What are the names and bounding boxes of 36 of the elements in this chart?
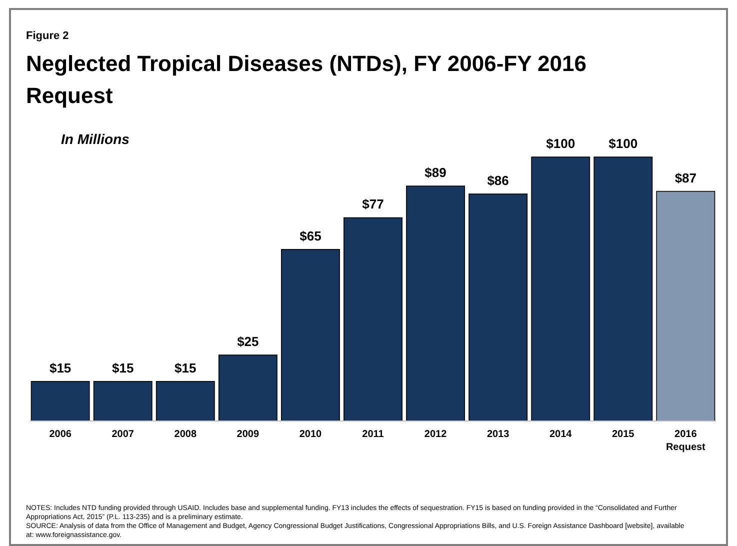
data-label: $15 (112, 360, 134, 376)
x-tick-label: 2014 (549, 429, 572, 440)
bar (344, 217, 402, 422)
data-label: $65 (300, 228, 322, 244)
bar (218, 354, 278, 422)
data-label: $100 (546, 136, 576, 151)
bar (30, 381, 90, 422)
bar (280, 249, 340, 422)
x-tick-label: 2006 (49, 429, 72, 440)
bar (594, 156, 653, 422)
x-tick-label: 2015 (612, 429, 635, 440)
data-label: $25 (237, 334, 259, 349)
data-label: $100 (608, 136, 638, 151)
chart-subtitle: Figure 2 (26, 30, 69, 42)
bar (156, 381, 215, 422)
x-tick-label: 2016 Request (666, 429, 706, 453)
bar (406, 186, 466, 422)
bar (531, 156, 590, 422)
x-tick-label: 2012 (424, 429, 448, 440)
data-label: $86 (487, 172, 509, 188)
chart-title: Neglected Tropical Diseases (NTDs), FY 2006-FY 2016 Request (26, 51, 586, 108)
data-label: $77 (362, 196, 384, 212)
x-tick-label: 2008 (174, 429, 197, 440)
x-tick-label: 2011 (362, 429, 384, 440)
x-tick-label: 2010 (299, 429, 322, 440)
bar (93, 381, 152, 422)
data-label: $89 (424, 165, 446, 180)
data-label: $15 (174, 360, 196, 376)
data-label: $87 (674, 170, 697, 186)
x-tick-label: 2013 (486, 429, 510, 440)
bar (468, 194, 528, 422)
data-label: $15 (49, 360, 72, 376)
y-axis-title: In Millions (61, 131, 130, 147)
x-tick-label: 2007 (112, 429, 134, 440)
x-tick-label: 2009 (236, 429, 260, 440)
bar (656, 190, 716, 422)
